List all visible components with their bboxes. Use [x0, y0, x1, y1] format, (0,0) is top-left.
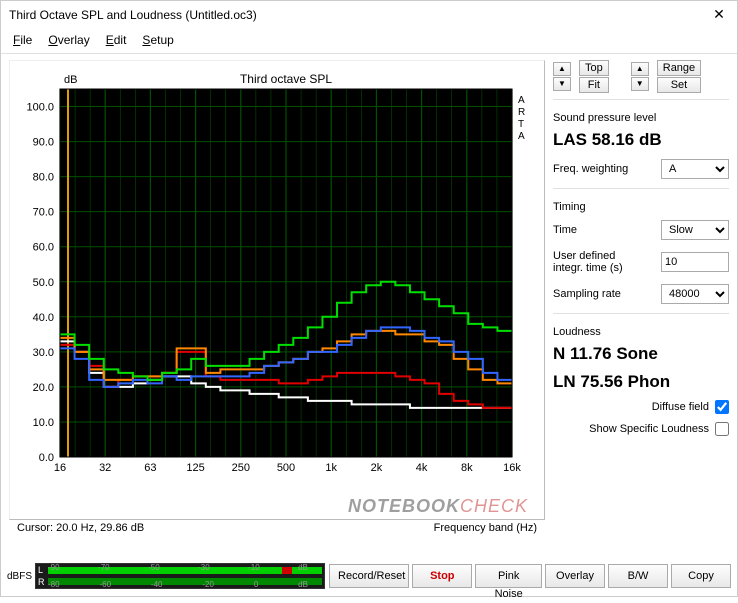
rate-label: Sampling rate — [553, 288, 621, 300]
dbfs-label: dBFS — [7, 571, 32, 582]
stop-button[interactable]: Stop — [412, 564, 472, 588]
top-button[interactable]: Top — [579, 60, 609, 76]
svg-text:20.0: 20.0 — [33, 382, 54, 394]
integ-input[interactable] — [661, 252, 729, 272]
svg-text:80.0: 80.0 — [33, 172, 54, 184]
svg-text:1k: 1k — [325, 462, 337, 474]
time-label: Time — [553, 224, 577, 236]
rate-select[interactable]: 441004800096000 — [661, 284, 729, 304]
svg-text:4k: 4k — [416, 462, 428, 474]
xlabel: Frequency band (Hz) — [434, 522, 537, 534]
svg-text:50.0: 50.0 — [33, 277, 54, 289]
menu-setup[interactable]: Setup — [136, 31, 179, 49]
svg-text:10.0: 10.0 — [33, 417, 54, 429]
svg-text:8k: 8k — [461, 462, 473, 474]
spl-chart: 0.0 10.0 20.0 30.0 40.0 50.0 60.0 70.0 80.0 90.0 1… — [16, 67, 530, 479]
svg-text:16: 16 — [54, 462, 66, 474]
copy-button[interactable]: Copy — [671, 564, 731, 588]
top-up-button[interactable]: ▲ — [553, 62, 571, 76]
menubar: File Overlay Edit Setup — [1, 29, 737, 51]
svg-text:A: A — [518, 131, 525, 142]
svg-text:60.0: 60.0 — [33, 242, 54, 254]
svg-text:63: 63 — [144, 462, 156, 474]
svg-text:30.0: 30.0 — [33, 347, 54, 359]
specific-label: Show Specific Loudness — [589, 423, 709, 435]
menu-separator — [1, 53, 737, 54]
svg-text:R: R — [518, 107, 525, 118]
overlay-button[interactable]: Overlay — [545, 564, 605, 588]
time-select[interactable]: FastSlowImpulse — [661, 220, 729, 240]
pink-noise-button[interactable]: Pink Noise — [475, 564, 542, 588]
fit-button[interactable]: Fit — [579, 77, 609, 93]
svg-text:dB: dB — [64, 74, 77, 86]
svg-text:70.0: 70.0 — [33, 207, 54, 219]
svg-text:2k: 2k — [371, 462, 383, 474]
record-button[interactable]: Record/Reset — [329, 564, 409, 588]
titlebar: Third Octave SPL and Loudness (Untitled.… — [1, 1, 737, 29]
menu-edit[interactable]: Edit — [100, 31, 133, 49]
top-down-button[interactable]: ▼ — [553, 77, 571, 91]
svg-text:32: 32 — [99, 462, 111, 474]
svg-text:250: 250 — [232, 462, 250, 474]
cursor-value: 20.0 Hz, 29.86 dB — [56, 522, 144, 534]
svg-text:125: 125 — [186, 462, 204, 474]
spl-value: LAS 58.16 dB — [553, 128, 729, 152]
svg-text:0.0: 0.0 — [39, 452, 54, 464]
svg-text:500: 500 — [277, 462, 295, 474]
level-meter: L -90-70-50-30-10dB R -80-60-40-200dB — [35, 563, 325, 589]
integ-label: User defined integr. time (s) — [553, 250, 623, 274]
specific-checkbox[interactable] — [715, 422, 729, 436]
range-up-button[interactable]: ▲ — [631, 62, 649, 76]
chart-container: 0.0 10.0 20.0 30.0 40.0 50.0 60.0 70.0 80.0 90.0 1… — [9, 60, 545, 520]
menu-overlay[interactable]: Overlay — [42, 31, 95, 49]
spl-label: Sound pressure level — [553, 112, 729, 124]
set-button[interactable]: Set — [657, 77, 701, 93]
svg-text:A: A — [518, 95, 525, 106]
svg-text:40.0: 40.0 — [33, 312, 54, 324]
menu-file[interactable]: File — [7, 31, 38, 49]
timing-label: Timing — [553, 201, 729, 213]
cursor-label: Cursor: — [17, 522, 53, 534]
diffuse-label: Diffuse field — [652, 401, 709, 413]
freqw-label: Freq. weighting — [553, 163, 628, 175]
window-title: Third Octave SPL and Loudness (Untitled.… — [9, 8, 709, 22]
loudness-label: Loudness — [553, 326, 729, 338]
loudness-phon: LN 75.56 Phon — [553, 370, 729, 394]
svg-text:100.0: 100.0 — [26, 102, 54, 114]
range-button[interactable]: Range — [657, 60, 701, 76]
range-down-button[interactable]: ▼ — [631, 77, 649, 91]
bw-button[interactable]: B/W — [608, 564, 668, 588]
svg-text:Third octave SPL: Third octave SPL — [240, 72, 332, 86]
close-button[interactable]: ✕ — [709, 5, 729, 25]
loudness-sone: N 11.76 Sone — [553, 342, 729, 366]
svg-text:90.0: 90.0 — [33, 137, 54, 149]
freqw-select[interactable]: ABCZ — [661, 159, 729, 179]
svg-text:16k: 16k — [503, 462, 521, 474]
svg-text:T: T — [518, 119, 524, 130]
diffuse-checkbox[interactable] — [715, 400, 729, 414]
